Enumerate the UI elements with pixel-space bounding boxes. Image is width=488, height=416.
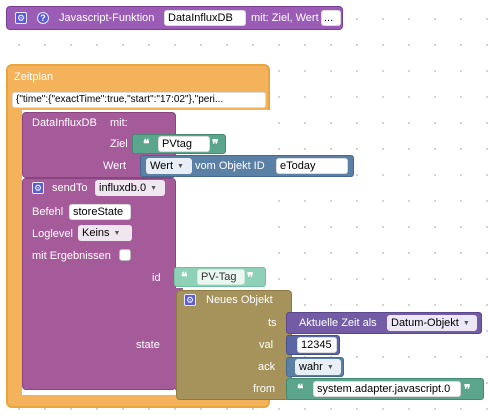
quote-open-icon: ❝ [297, 382, 304, 396]
current-time-block[interactable]: Aktuelle Zeit als Datum-Objekt ▼ [286, 312, 482, 334]
new-object-title: Neues Objekt [206, 294, 273, 306]
from-text-block[interactable]: ❝ system.adapter.javascript.0 ❞ [286, 378, 484, 400]
loglevel-label: Loglevel [32, 228, 73, 240]
gear-icon[interactable]: ⚙ [184, 294, 196, 306]
id-text-block[interactable]: ❝ PV-Tag ❞ [174, 267, 266, 287]
boolean-block[interactable]: wahr ▼ [286, 357, 344, 377]
quote-close-icon: ❞ [464, 382, 471, 396]
chevron-down-icon: ▼ [177, 163, 184, 170]
value-type-dropdown[interactable]: Wert ▼ [146, 158, 192, 174]
quote-close-icon: ❞ [212, 137, 219, 151]
value-label: Wert [103, 160, 127, 172]
function-title: Javascript-Funktion [59, 12, 155, 24]
function-params: mit: Ziel, Wert [251, 12, 319, 24]
boolean-dropdown[interactable]: wahr ▼ [295, 359, 341, 375]
object-id-field[interactable]: eToday [276, 158, 348, 174]
help-icon[interactable]: ? [37, 12, 49, 24]
chevron-down-icon: ▼ [326, 364, 334, 371]
loglevel-value: Keins [82, 227, 110, 239]
chevron-down-icon: ▼ [113, 230, 121, 237]
new-object-block[interactable] [176, 290, 292, 400]
state-label: state [136, 339, 160, 351]
target-label: Ziel [110, 138, 128, 150]
from-value-field[interactable]: system.adapter.javascript.0 [313, 381, 461, 397]
results-label: mit Ergebnissen [32, 250, 111, 262]
call-function-name: DataInfluxDB [32, 117, 97, 129]
schedule-config-field[interactable]: {"time":{"exactTime":true,"start":"17:02… [12, 92, 266, 108]
target-text-block[interactable]: ❝ PVtag ❞ [132, 134, 226, 154]
quote-open-icon: ❝ [181, 270, 188, 284]
current-time-text: Aktuelle Zeit als [299, 317, 377, 329]
number-block[interactable]: 12345 [286, 335, 340, 355]
val-label: val [259, 339, 274, 351]
boolean-value: wahr [299, 361, 323, 373]
chevron-down-icon: ▼ [150, 185, 158, 192]
adapter-label: influxdb.0 [99, 182, 147, 194]
target-value-field[interactable]: PVtag [158, 136, 210, 152]
function-definition-block[interactable]: ⚙ ? Javascript-Funktion DataInfluxDB mit… [6, 6, 343, 30]
object-value-block[interactable]: Wert ▼ vom Objekt ID eToday [140, 155, 354, 177]
of-object-label: vom Objekt ID [195, 160, 265, 172]
id-label: id [152, 272, 161, 284]
quote-open-icon: ❝ [143, 137, 150, 151]
command-field[interactable]: storeState [69, 204, 131, 220]
gear-icon[interactable]: ⚙ [15, 12, 27, 24]
command-label: Befehl [32, 206, 64, 218]
call-with-label: mit: [110, 117, 128, 129]
adapter-dropdown[interactable]: influxdb.0 ▼ [95, 180, 165, 196]
quote-close-icon: ❞ [247, 270, 254, 284]
chevron-down-icon: ▼ [462, 320, 470, 327]
gear-icon[interactable]: ⚙ [32, 182, 44, 194]
function-name-field[interactable]: DataInfluxDB [164, 10, 246, 26]
id-value-field[interactable]: PV-Tag [197, 269, 245, 285]
from-label: from [253, 383, 275, 395]
number-value-field[interactable]: 12345 [297, 337, 337, 353]
time-format-dropdown[interactable]: Datum-Objekt ▼ [387, 315, 477, 331]
sendto-title: sendTo [52, 182, 88, 194]
more-params-button[interactable]: ... [321, 10, 341, 26]
value-type-label: Wert [150, 160, 174, 172]
time-format-value: Datum-Objekt [391, 317, 459, 329]
ts-label: ts [268, 317, 277, 329]
loglevel-dropdown[interactable]: Keins ▼ [78, 225, 132, 241]
ack-label: ack [258, 361, 276, 373]
results-checkbox[interactable] [119, 249, 131, 261]
schedule-title: Zeitplan [14, 71, 54, 83]
